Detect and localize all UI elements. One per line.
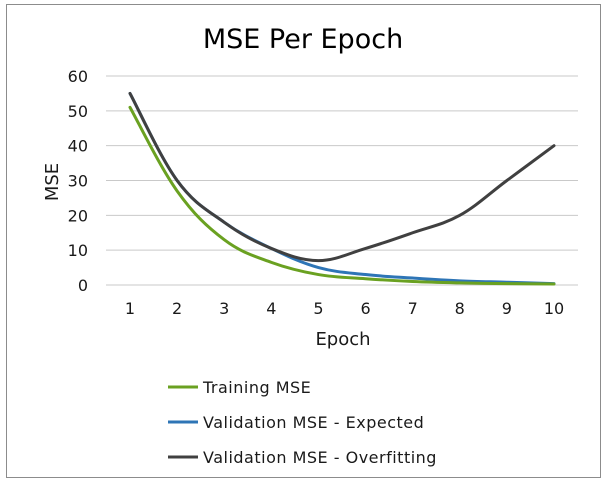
chart-frame <box>6 4 601 478</box>
x-tick-label: 5 <box>313 299 323 318</box>
legend-item: Validation MSE - Overfitting <box>168 448 437 467</box>
x-tick-label: 2 <box>172 299 182 318</box>
y-tick-label: 20 <box>68 206 88 225</box>
x-tick-label: 3 <box>219 299 229 318</box>
y-tick-label: 10 <box>68 241 88 260</box>
y-tick-label: 40 <box>68 137 88 156</box>
x-tick-label: 6 <box>360 299 370 318</box>
legend-label: Validation MSE - Expected <box>203 413 424 432</box>
series-line-validation-mse-overfitting <box>128 91 556 263</box>
x-tick-label: 9 <box>502 299 512 318</box>
y-axis-ticks: 0 10 20 30 40 50 60 <box>68 67 88 295</box>
legend: Training MSE Validation MSE - Expected Val… <box>168 378 437 467</box>
series-line-training-mse <box>128 105 556 286</box>
y-tick-label: 0 <box>78 276 88 295</box>
x-axis-ticks: 1 2 3 4 5 6 7 8 9 10 <box>125 299 564 318</box>
x-tick-label: 4 <box>266 299 276 318</box>
x-tick-label: 7 <box>408 299 418 318</box>
x-tick-label: 8 <box>455 299 465 318</box>
y-tick-label: 30 <box>68 172 88 191</box>
x-tick-label: 1 <box>125 299 135 318</box>
x-axis-label: Epoch <box>315 329 370 350</box>
chart-title: MSE Per Epoch <box>203 24 403 55</box>
legend-item: Validation MSE - Expected <box>168 413 424 432</box>
legend-label: Validation MSE - Overfitting <box>203 448 437 467</box>
legend-item: Training MSE <box>168 378 311 397</box>
y-tick-label: 50 <box>68 102 88 121</box>
y-axis-label: MSE <box>42 163 63 201</box>
series-lines <box>128 91 556 286</box>
y-tick-label: 60 <box>68 67 88 86</box>
legend-label: Training MSE <box>202 378 311 397</box>
x-tick-label: 10 <box>544 299 564 318</box>
